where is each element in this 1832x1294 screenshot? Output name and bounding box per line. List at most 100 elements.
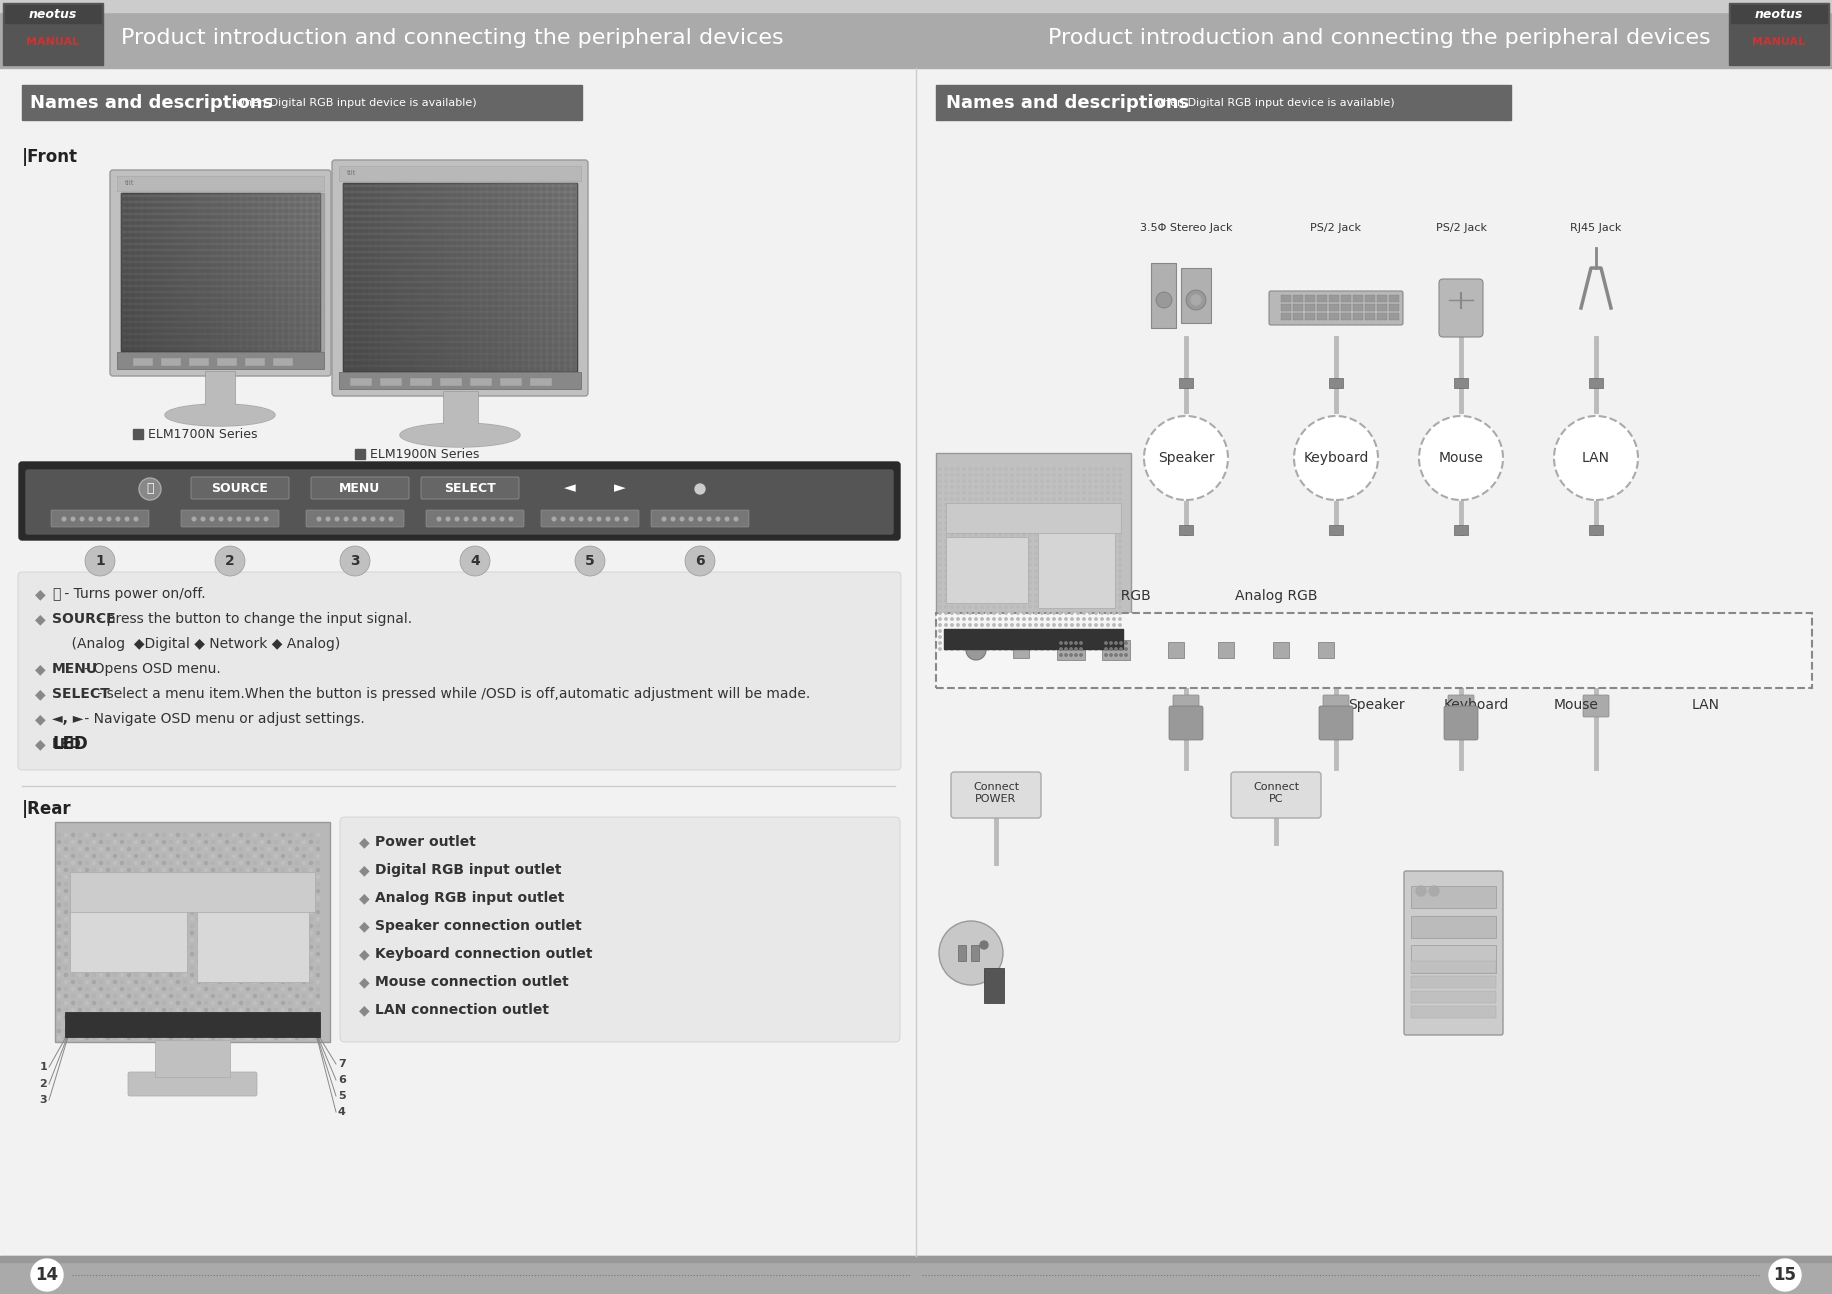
Circle shape: [121, 854, 123, 858]
Circle shape: [170, 854, 172, 858]
Bar: [308, 193, 311, 351]
Bar: [245, 358, 266, 366]
Circle shape: [570, 518, 573, 520]
Circle shape: [247, 833, 249, 836]
Circle shape: [205, 848, 207, 850]
Circle shape: [1053, 642, 1055, 644]
Circle shape: [288, 911, 291, 914]
Circle shape: [288, 917, 291, 920]
Circle shape: [170, 938, 172, 942]
Circle shape: [240, 973, 242, 977]
Circle shape: [964, 498, 965, 501]
Circle shape: [993, 534, 995, 536]
Circle shape: [260, 932, 264, 934]
Circle shape: [288, 952, 291, 955]
Circle shape: [106, 868, 110, 871]
Circle shape: [295, 938, 299, 942]
Circle shape: [987, 485, 989, 488]
Circle shape: [288, 1008, 291, 1012]
Circle shape: [1011, 558, 1013, 560]
Circle shape: [956, 642, 960, 644]
Bar: [936, 85, 1511, 120]
Circle shape: [211, 518, 214, 520]
Circle shape: [92, 854, 95, 858]
Bar: [156, 1040, 231, 1077]
Circle shape: [1107, 492, 1108, 494]
Circle shape: [689, 518, 692, 520]
Circle shape: [1112, 503, 1116, 506]
Text: MENU: MENU: [339, 481, 381, 494]
Circle shape: [1011, 635, 1013, 638]
Circle shape: [945, 635, 947, 638]
Circle shape: [938, 510, 942, 512]
Circle shape: [940, 921, 1002, 985]
Circle shape: [1035, 528, 1037, 531]
Circle shape: [121, 868, 123, 871]
Circle shape: [1011, 534, 1013, 536]
Circle shape: [198, 981, 200, 983]
Bar: [440, 182, 443, 371]
Circle shape: [993, 558, 995, 560]
Circle shape: [1112, 587, 1116, 590]
Bar: [343, 360, 577, 365]
Circle shape: [969, 510, 971, 512]
Circle shape: [170, 841, 172, 844]
Circle shape: [64, 973, 68, 977]
Circle shape: [980, 941, 987, 949]
Circle shape: [247, 848, 249, 850]
Circle shape: [288, 938, 291, 942]
Circle shape: [275, 995, 277, 998]
Circle shape: [1011, 528, 1013, 531]
Circle shape: [288, 876, 291, 879]
Circle shape: [260, 917, 264, 920]
Circle shape: [993, 546, 995, 549]
Circle shape: [951, 612, 953, 615]
Text: (when Digital RGB input device is available): (when Digital RGB input device is availa…: [227, 97, 476, 107]
Circle shape: [218, 987, 222, 990]
Circle shape: [1070, 648, 1072, 650]
Circle shape: [218, 924, 222, 928]
Circle shape: [1059, 498, 1061, 501]
Bar: [339, 166, 581, 181]
Circle shape: [295, 1016, 299, 1018]
Circle shape: [1035, 582, 1037, 584]
Circle shape: [86, 911, 88, 914]
Circle shape: [969, 498, 971, 501]
Circle shape: [1035, 485, 1037, 488]
Circle shape: [685, 546, 714, 576]
Bar: [572, 182, 575, 371]
Circle shape: [106, 1036, 110, 1039]
Circle shape: [218, 841, 222, 844]
Circle shape: [1096, 551, 1097, 554]
Circle shape: [128, 981, 130, 983]
Circle shape: [1119, 521, 1121, 524]
Bar: [271, 193, 277, 351]
Circle shape: [183, 932, 187, 934]
Circle shape: [282, 973, 284, 977]
Circle shape: [1088, 485, 1092, 488]
Bar: [117, 352, 324, 369]
Circle shape: [183, 938, 187, 942]
Circle shape: [247, 1022, 249, 1026]
Circle shape: [205, 1030, 207, 1033]
Circle shape: [183, 841, 187, 844]
Circle shape: [121, 897, 123, 899]
Circle shape: [191, 1016, 194, 1018]
Circle shape: [218, 897, 222, 899]
Circle shape: [114, 924, 117, 928]
Circle shape: [282, 868, 284, 871]
Circle shape: [183, 854, 187, 858]
Circle shape: [993, 587, 995, 590]
Circle shape: [64, 1036, 68, 1039]
Circle shape: [1046, 600, 1050, 602]
Circle shape: [1059, 576, 1061, 578]
Circle shape: [275, 1030, 277, 1033]
Bar: [1365, 295, 1376, 302]
Circle shape: [134, 841, 137, 844]
Circle shape: [1116, 653, 1118, 656]
Bar: [343, 252, 577, 258]
Circle shape: [240, 876, 242, 879]
FancyBboxPatch shape: [311, 477, 409, 499]
Circle shape: [282, 903, 284, 907]
Circle shape: [969, 576, 971, 578]
